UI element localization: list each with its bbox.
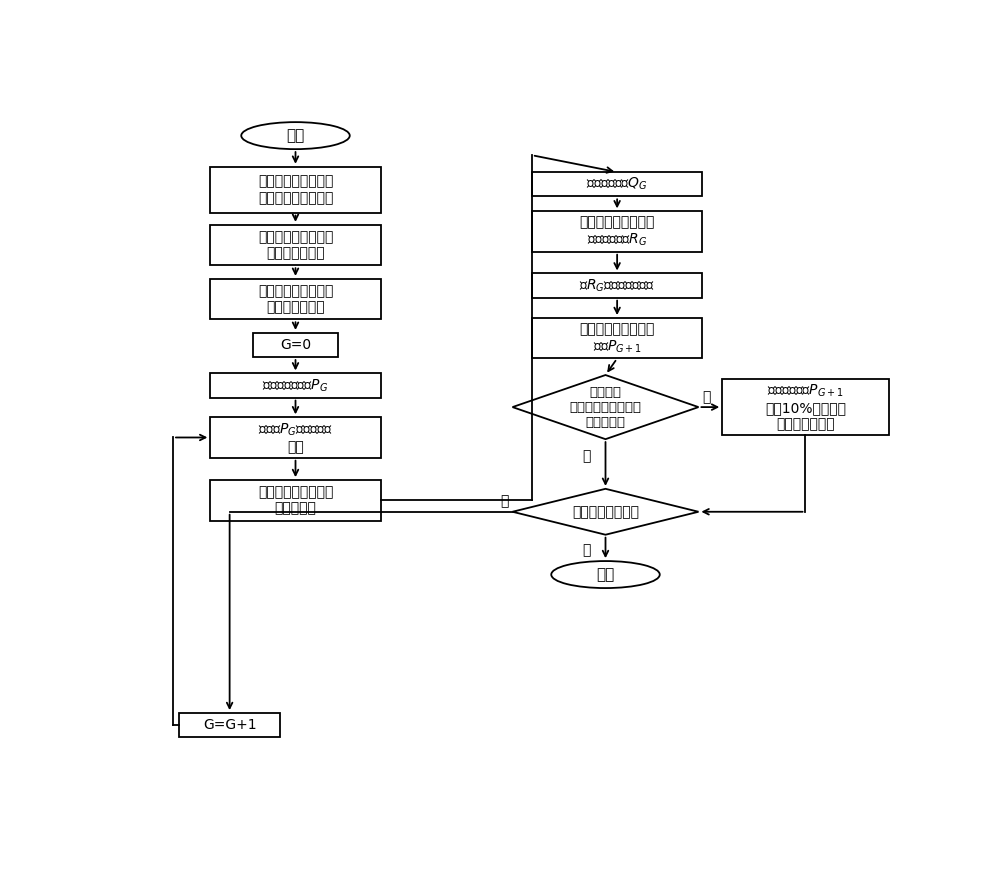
Text: 混沌初始化种群$P_G$: 混沌初始化种群$P_G$ <box>262 377 329 394</box>
Text: 继电保护多目标优化
整定变量的选择: 继电保护多目标优化 整定变量的选择 <box>258 230 333 260</box>
Text: 继电保护多目标优化
整定的约束条件: 继电保护多目标优化 整定的约束条件 <box>258 284 333 314</box>
Text: 排序最优
的个体数目是否与种
群数目相等: 排序最优 的个体数目是否与种 群数目相等 <box>570 386 642 429</box>
Bar <box>210 167 381 212</box>
Bar <box>532 211 702 252</box>
Bar <box>253 332 338 357</box>
Text: 否: 否 <box>702 390 711 404</box>
Text: 选前个个体产生子代
种群$P_{G+1}$: 选前个个体产生子代 种群$P_{G+1}$ <box>579 322 655 354</box>
Bar <box>722 380 889 435</box>
Text: 选择子代种群$P_{G+1}$
的前10%进行自适
应混沌细化搜索: 选择子代种群$P_{G+1}$ 的前10%进行自适 应混沌细化搜索 <box>765 382 846 431</box>
Text: 是: 是 <box>582 543 590 557</box>
Text: 否: 否 <box>500 495 509 509</box>
Text: 进行双支联赛选择、
交叉和变异: 进行双支联赛选择、 交叉和变异 <box>258 485 333 516</box>
Text: 生成子代种群$Q_G$: 生成子代种群$Q_G$ <box>586 176 648 192</box>
Text: 对种群$P_G$进行非支配
排序: 对种群$P_G$进行非支配 排序 <box>258 421 333 453</box>
Text: 对$R_G$进行非支配排序: 对$R_G$进行非支配排序 <box>579 277 655 294</box>
Bar <box>210 374 381 397</box>
Bar <box>532 318 702 359</box>
Bar <box>210 417 381 458</box>
Bar <box>179 713 280 738</box>
Text: G=G+1: G=G+1 <box>203 718 256 732</box>
Text: G=0: G=0 <box>280 338 311 352</box>
Text: 建立继电保护多目标
优化整定的目标函数: 建立继电保护多目标 优化整定的目标函数 <box>258 175 333 204</box>
Text: 将父代种群和子代种
群结合成种群$R_G$: 将父代种群和子代种 群结合成种群$R_G$ <box>579 215 655 248</box>
Bar <box>210 279 381 319</box>
Text: 开始: 开始 <box>286 128 305 143</box>
Bar <box>210 225 381 265</box>
Bar <box>210 480 381 521</box>
Text: 结束: 结束 <box>596 567 615 582</box>
Bar <box>532 274 702 297</box>
Text: 是否达到最大代数: 是否达到最大代数 <box>572 505 639 519</box>
Bar <box>532 172 702 196</box>
Text: 是: 是 <box>582 449 590 463</box>
